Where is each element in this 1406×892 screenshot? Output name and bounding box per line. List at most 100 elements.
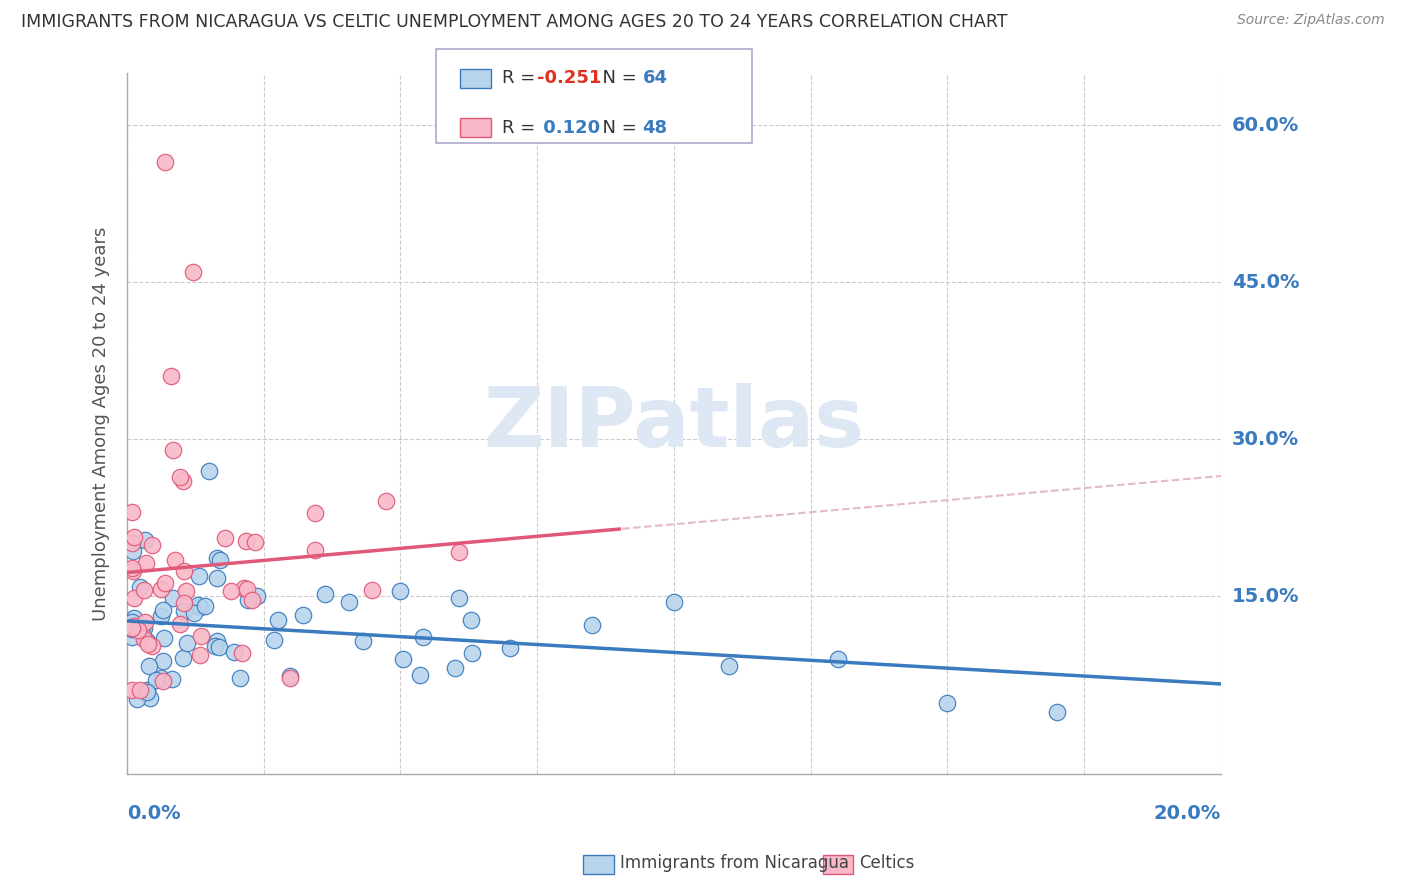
Point bbox=[198, 464, 221, 478]
Text: N =: N = bbox=[591, 70, 643, 87]
Point bbox=[236, 582, 259, 597]
Text: IMMIGRANTS FROM NICARAGUA VS CELTIC UNEMPLOYMENT AMONG AGES 20 TO 24 YEARS CORRE: IMMIGRANTS FROM NICARAGUA VS CELTIC UNEM… bbox=[21, 13, 1008, 31]
Text: 0.0%: 0.0% bbox=[127, 805, 180, 823]
Point bbox=[190, 629, 212, 643]
Point bbox=[352, 633, 374, 648]
Point bbox=[173, 596, 195, 610]
Point bbox=[162, 591, 184, 606]
Point bbox=[149, 671, 172, 685]
Text: 48: 48 bbox=[643, 119, 668, 136]
Point bbox=[449, 545, 471, 559]
Point bbox=[135, 683, 157, 698]
Point bbox=[150, 608, 173, 623]
Point bbox=[936, 696, 959, 710]
Point bbox=[160, 672, 183, 686]
Point bbox=[121, 505, 143, 519]
Text: 15.0%: 15.0% bbox=[1232, 587, 1299, 606]
Text: 20.0%: 20.0% bbox=[1154, 805, 1220, 823]
Point bbox=[205, 550, 228, 565]
Point bbox=[361, 582, 384, 597]
Point bbox=[717, 658, 740, 673]
Point bbox=[134, 533, 156, 548]
Point bbox=[136, 637, 159, 651]
Point bbox=[278, 669, 301, 683]
Point bbox=[173, 605, 195, 619]
Text: R =: R = bbox=[502, 70, 541, 87]
Point bbox=[176, 635, 198, 649]
Point bbox=[238, 593, 260, 607]
Point bbox=[1046, 705, 1069, 719]
Text: ZIPatlas: ZIPatlas bbox=[484, 383, 865, 464]
Point bbox=[499, 641, 522, 656]
Point bbox=[149, 582, 172, 597]
Point bbox=[141, 538, 163, 552]
Point bbox=[204, 640, 226, 654]
Point bbox=[392, 651, 415, 665]
Point bbox=[155, 155, 177, 169]
Point bbox=[136, 684, 159, 698]
Text: R =: R = bbox=[502, 119, 541, 136]
Point bbox=[135, 556, 157, 570]
Point bbox=[304, 506, 326, 520]
Point bbox=[121, 536, 143, 550]
Point bbox=[169, 470, 191, 484]
Point bbox=[337, 595, 360, 609]
Point bbox=[129, 683, 152, 698]
Text: 60.0%: 60.0% bbox=[1232, 116, 1299, 135]
Point bbox=[121, 623, 143, 637]
Point bbox=[205, 571, 228, 585]
Point bbox=[188, 569, 211, 583]
Point bbox=[827, 652, 849, 666]
Text: 45.0%: 45.0% bbox=[1232, 273, 1299, 292]
Point bbox=[278, 671, 301, 685]
Point bbox=[162, 443, 184, 458]
Point bbox=[153, 575, 176, 590]
Point bbox=[222, 645, 245, 659]
Point bbox=[662, 595, 685, 609]
Point bbox=[174, 584, 197, 599]
Point bbox=[121, 622, 143, 636]
Point bbox=[291, 608, 314, 623]
Point bbox=[231, 646, 253, 660]
Point bbox=[208, 640, 231, 654]
Point bbox=[233, 581, 256, 595]
Point bbox=[267, 613, 290, 627]
Point bbox=[375, 494, 398, 508]
Point bbox=[152, 673, 174, 688]
Text: 0.120: 0.120 bbox=[537, 119, 600, 136]
Point bbox=[389, 584, 412, 599]
Point bbox=[229, 671, 252, 685]
Point bbox=[132, 621, 155, 635]
Point bbox=[145, 673, 167, 688]
Point bbox=[132, 632, 155, 647]
Point bbox=[128, 580, 150, 594]
Point bbox=[447, 591, 470, 606]
Point bbox=[138, 659, 160, 673]
Point bbox=[152, 603, 174, 617]
Point bbox=[121, 564, 143, 578]
Point bbox=[263, 633, 285, 648]
Point bbox=[207, 634, 229, 648]
Point bbox=[122, 544, 145, 558]
Point bbox=[460, 613, 482, 627]
Point bbox=[141, 639, 163, 653]
Point bbox=[172, 474, 194, 488]
Point bbox=[235, 533, 257, 548]
Point bbox=[246, 589, 269, 603]
Point bbox=[136, 634, 159, 648]
Text: Source: ZipAtlas.com: Source: ZipAtlas.com bbox=[1237, 13, 1385, 28]
Point bbox=[165, 553, 187, 567]
Text: 30.0%: 30.0% bbox=[1232, 430, 1299, 449]
Y-axis label: Unemployment Among Ages 20 to 24 years: Unemployment Among Ages 20 to 24 years bbox=[93, 227, 110, 621]
Point bbox=[134, 615, 156, 630]
Point bbox=[173, 564, 195, 578]
Text: 64: 64 bbox=[643, 70, 668, 87]
Point bbox=[121, 561, 143, 575]
Point bbox=[221, 583, 243, 598]
Text: Celtics: Celtics bbox=[859, 855, 914, 872]
Point bbox=[172, 650, 194, 665]
Point bbox=[181, 265, 204, 279]
Point bbox=[188, 600, 211, 615]
Point bbox=[461, 646, 484, 660]
Point bbox=[304, 543, 326, 558]
